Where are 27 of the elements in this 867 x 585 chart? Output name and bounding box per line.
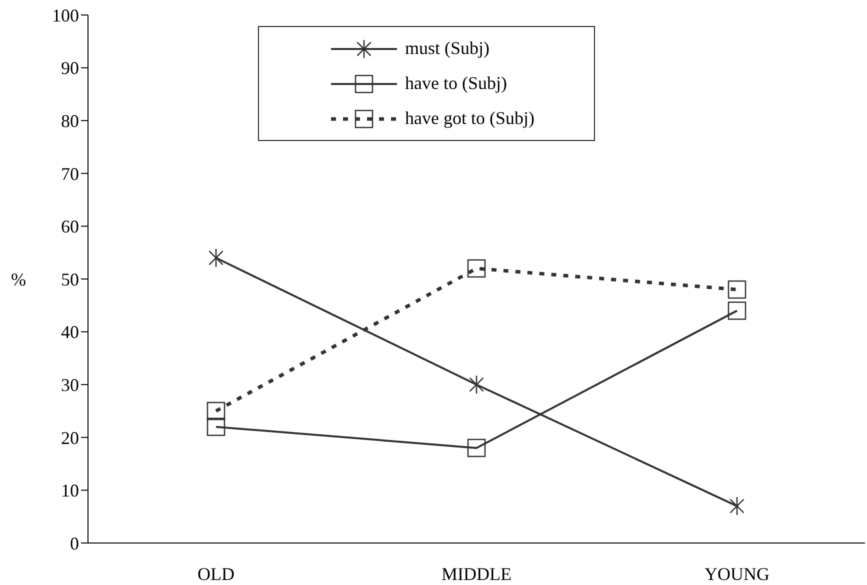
y-tick-label: 20 <box>61 428 79 448</box>
y-tick-label: 80 <box>61 110 79 131</box>
point <box>728 280 746 299</box>
x-tick-label: OLD <box>198 564 234 584</box>
point <box>206 418 226 436</box>
legend-label: have to (Subj) <box>405 73 507 94</box>
legend-label: must (Subj) <box>405 38 490 59</box>
point <box>467 259 486 278</box>
x-tick-label: MIDDLE <box>442 564 512 584</box>
y-axis-title: % <box>11 269 26 290</box>
legend-label: have got to (Subj) <box>405 108 534 129</box>
point <box>208 248 224 268</box>
y-tick-label: 90 <box>61 58 79 78</box>
y-tick-label: 10 <box>61 480 79 501</box>
y-tick-label: 0 <box>70 533 79 554</box>
y-tick-label: 70 <box>61 164 79 184</box>
point <box>730 496 744 516</box>
y-tick-label: 100 <box>52 5 79 26</box>
point <box>469 374 484 394</box>
point <box>467 438 486 458</box>
y-tick-label: 60 <box>61 216 79 237</box>
y-tick-label: 30 <box>61 374 79 395</box>
y-tick-label: 50 <box>61 269 79 290</box>
y-tick-label: 40 <box>61 322 79 342</box>
x-tick-label: YOUNG <box>704 564 770 584</box>
point <box>728 302 746 320</box>
point <box>206 402 226 420</box>
